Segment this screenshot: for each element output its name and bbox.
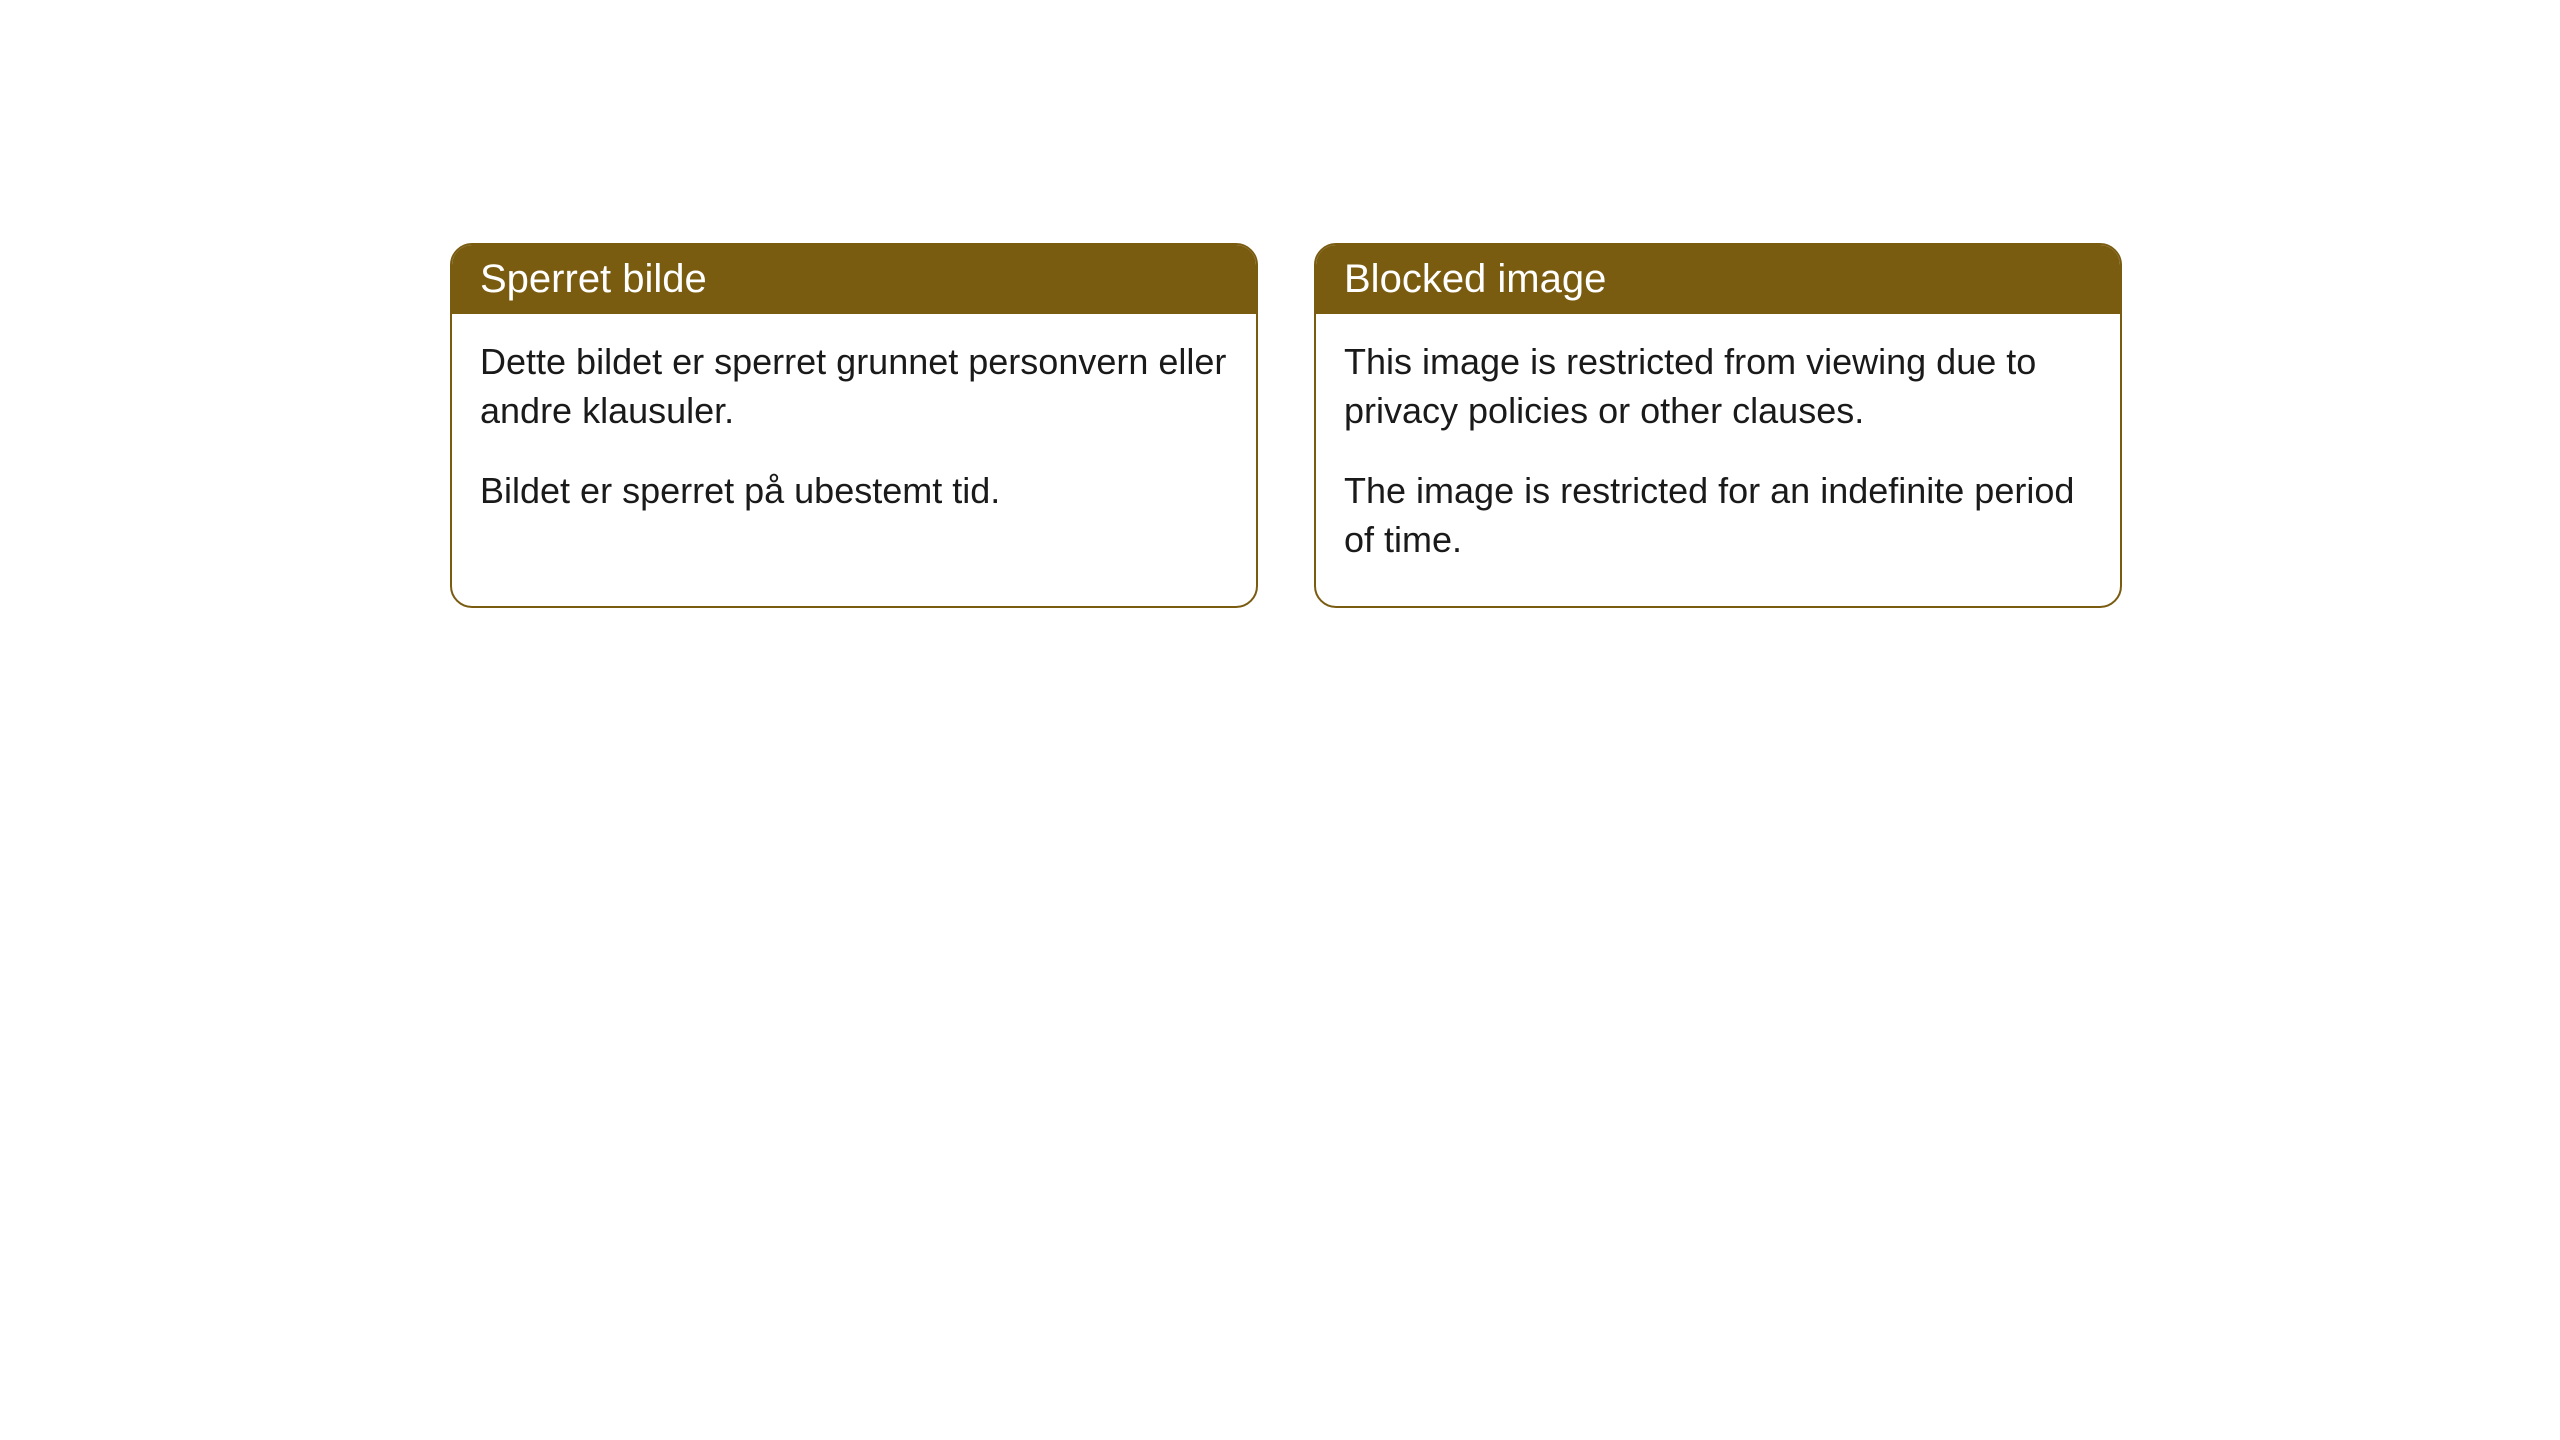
blocked-image-card-norwegian: Sperret bilde Dette bildet er sperret gr…: [450, 243, 1258, 608]
card-title: Blocked image: [1344, 257, 1606, 301]
card-paragraph: This image is restricted from viewing du…: [1344, 338, 2092, 435]
card-body-english: This image is restricted from viewing du…: [1316, 314, 2120, 606]
card-paragraph: The image is restricted for an indefinit…: [1344, 467, 2092, 564]
notice-cards-container: Sperret bilde Dette bildet er sperret gr…: [450, 243, 2122, 608]
card-title: Sperret bilde: [480, 257, 707, 301]
card-header-english: Blocked image: [1316, 245, 2120, 314]
card-paragraph: Bildet er sperret på ubestemt tid.: [480, 467, 1228, 516]
card-header-norwegian: Sperret bilde: [452, 245, 1256, 314]
card-paragraph: Dette bildet er sperret grunnet personve…: [480, 338, 1228, 435]
blocked-image-card-english: Blocked image This image is restricted f…: [1314, 243, 2122, 608]
card-body-norwegian: Dette bildet er sperret grunnet personve…: [452, 314, 1256, 558]
